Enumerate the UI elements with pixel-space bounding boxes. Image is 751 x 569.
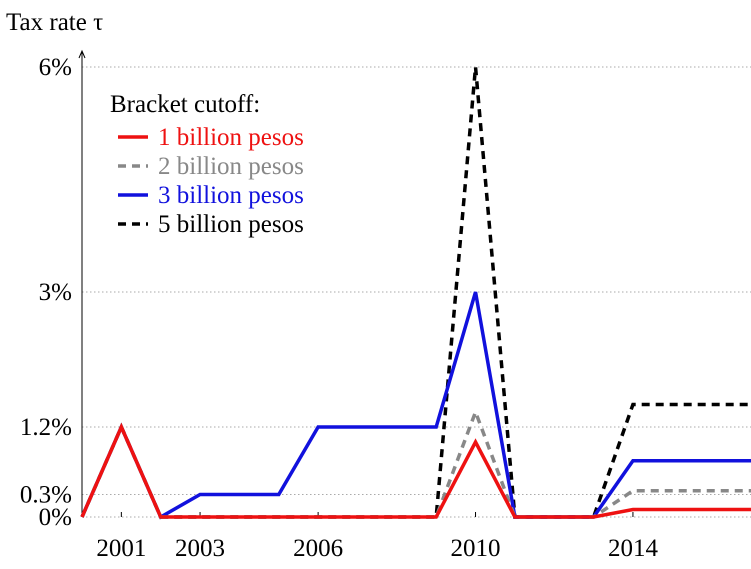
x-tick-label: 2014: [608, 535, 659, 562]
x-tick-label: 2006: [293, 535, 343, 562]
y-tick-label: 6%: [39, 54, 72, 81]
legend-label: 5 billion pesos: [158, 211, 304, 238]
x-tick-label: 2003: [175, 535, 225, 562]
y-tick-label: 0%: [39, 504, 72, 531]
legend-label: 3 billion pesos: [158, 182, 304, 209]
y-axis-label: Tax rate τ: [6, 9, 103, 36]
y-tick-label: 3%: [39, 279, 72, 306]
series-line: [80, 291, 751, 520]
x-tick-label: 2010: [451, 535, 501, 562]
x-tick-label: 2001: [96, 535, 146, 562]
y-tick-label: 0.3%: [20, 482, 72, 509]
legend-label: 1 billion pesos: [158, 124, 304, 151]
series-line: [80, 422, 751, 519]
legend-label: 2 billion pesos: [158, 153, 304, 180]
y-tick-label: 1.2%: [20, 414, 72, 441]
y-axis-arrow: [78, 49, 86, 59]
legend-title: Bracket cutoff:: [110, 91, 260, 118]
